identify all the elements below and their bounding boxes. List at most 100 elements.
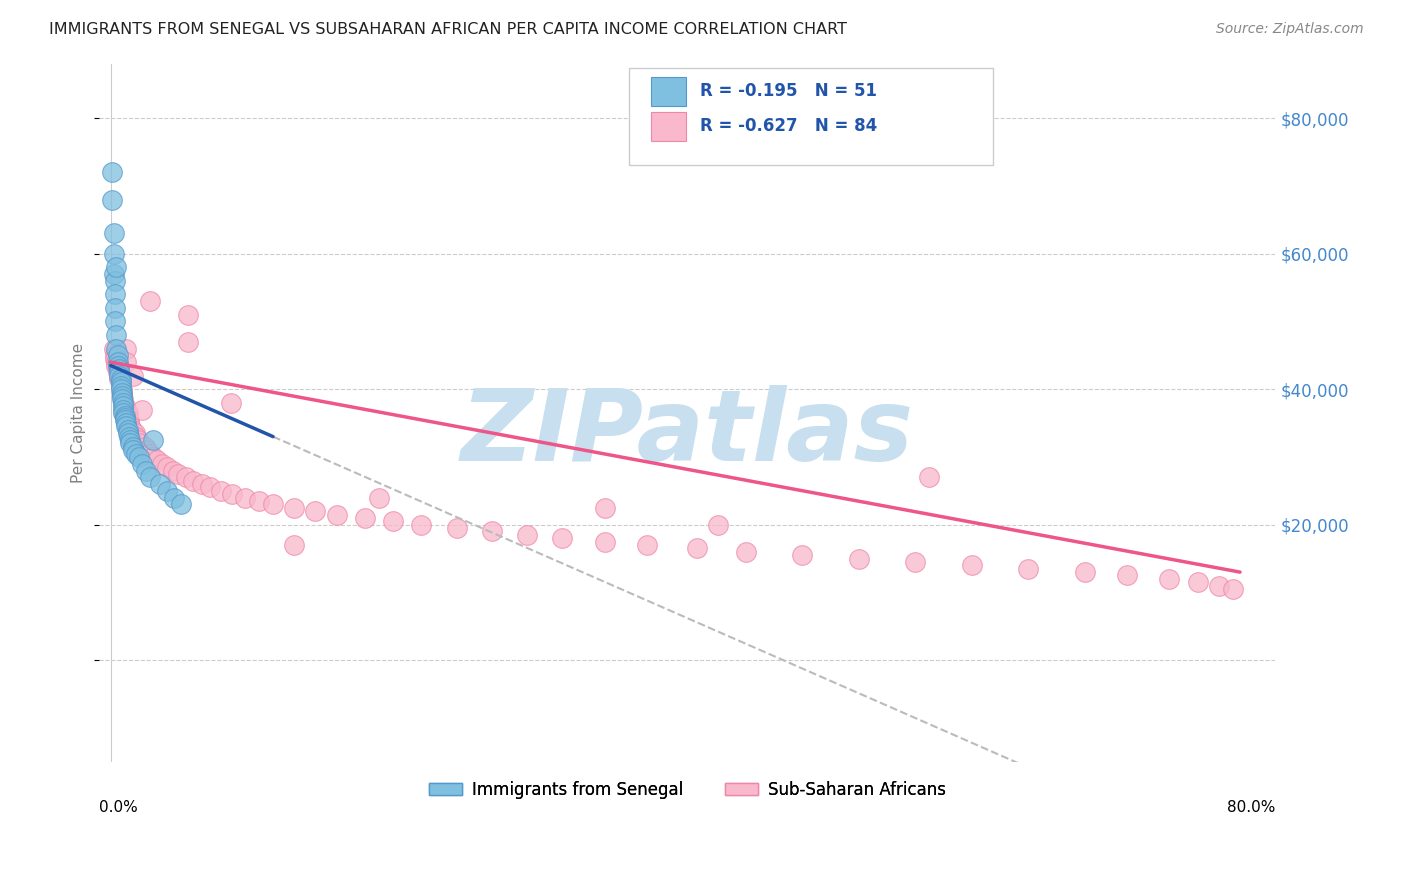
- Point: [111, 385, 134, 400]
- Text: ZIPatlas: ZIPatlas: [461, 385, 914, 483]
- Point: [481, 524, 503, 539]
- Point: [163, 491, 186, 505]
- Point: [122, 440, 145, 454]
- Point: [325, 508, 347, 522]
- Point: [1159, 572, 1181, 586]
- Point: [104, 314, 127, 328]
- Point: [112, 392, 135, 407]
- Point: [706, 517, 728, 532]
- Point: [149, 477, 172, 491]
- Point: [177, 334, 200, 349]
- Point: [174, 470, 197, 484]
- Bar: [651, 77, 686, 106]
- Point: [735, 545, 758, 559]
- Point: [304, 504, 326, 518]
- Point: [115, 419, 138, 434]
- Point: [128, 436, 150, 450]
- Point: [110, 376, 132, 390]
- Point: [1074, 565, 1097, 579]
- Point: [177, 308, 200, 322]
- Point: [117, 426, 139, 441]
- Point: [1222, 582, 1244, 596]
- Point: [221, 487, 243, 501]
- Point: [146, 453, 169, 467]
- Text: 0.0%: 0.0%: [100, 800, 138, 815]
- Point: [122, 443, 145, 458]
- Point: [262, 497, 284, 511]
- Point: [233, 491, 256, 505]
- Point: [117, 406, 139, 420]
- Point: [382, 514, 405, 528]
- Point: [247, 494, 270, 508]
- Point: [685, 541, 707, 556]
- Point: [104, 348, 127, 362]
- Point: [107, 362, 129, 376]
- Point: [593, 500, 616, 515]
- Point: [118, 429, 141, 443]
- Point: [114, 399, 136, 413]
- Point: [115, 342, 138, 356]
- Point: [1017, 562, 1039, 576]
- Point: [118, 413, 141, 427]
- Point: [167, 467, 190, 481]
- Point: [136, 443, 159, 458]
- Point: [156, 483, 179, 498]
- Point: [107, 355, 129, 369]
- Point: [111, 389, 134, 403]
- Point: [110, 379, 132, 393]
- Point: [283, 538, 305, 552]
- Point: [120, 433, 142, 447]
- Point: [134, 440, 156, 454]
- Point: [114, 410, 136, 425]
- Point: [142, 433, 165, 447]
- Point: [101, 165, 124, 179]
- Point: [139, 470, 162, 484]
- Point: [114, 409, 136, 424]
- Point: [112, 399, 135, 413]
- Point: [121, 423, 143, 437]
- Point: [105, 260, 128, 275]
- Point: [1116, 568, 1139, 582]
- Point: [198, 480, 221, 494]
- Point: [170, 497, 193, 511]
- Point: [118, 416, 141, 430]
- Y-axis label: Per Capita Income: Per Capita Income: [72, 343, 86, 483]
- Point: [411, 517, 433, 532]
- Point: [353, 511, 375, 525]
- Point: [112, 396, 135, 410]
- Point: [112, 406, 135, 420]
- Point: [120, 419, 142, 434]
- Point: [103, 227, 125, 241]
- Point: [104, 274, 127, 288]
- Point: [142, 450, 165, 464]
- Point: [110, 376, 132, 390]
- Point: [108, 368, 131, 383]
- Point: [105, 355, 128, 369]
- Point: [108, 372, 131, 386]
- Point: [115, 355, 138, 369]
- Point: [117, 423, 139, 437]
- Point: [636, 538, 658, 552]
- Point: [105, 328, 128, 343]
- Bar: [651, 112, 686, 141]
- Point: [593, 534, 616, 549]
- Point: [139, 294, 162, 309]
- Point: [139, 446, 162, 460]
- Point: [112, 396, 135, 410]
- Point: [108, 365, 131, 379]
- Point: [111, 385, 134, 400]
- Point: [103, 342, 125, 356]
- Point: [516, 528, 538, 542]
- Point: [114, 413, 136, 427]
- Legend: Immigrants from Senegal, Sub-Saharan Africans: Immigrants from Senegal, Sub-Saharan Afr…: [422, 774, 953, 805]
- Point: [135, 463, 157, 477]
- Point: [960, 558, 983, 573]
- Point: [125, 429, 148, 443]
- Point: [446, 521, 468, 535]
- Point: [1208, 579, 1230, 593]
- Point: [105, 359, 128, 373]
- Point: [792, 548, 814, 562]
- Point: [120, 436, 142, 450]
- Point: [110, 382, 132, 396]
- Point: [108, 368, 131, 383]
